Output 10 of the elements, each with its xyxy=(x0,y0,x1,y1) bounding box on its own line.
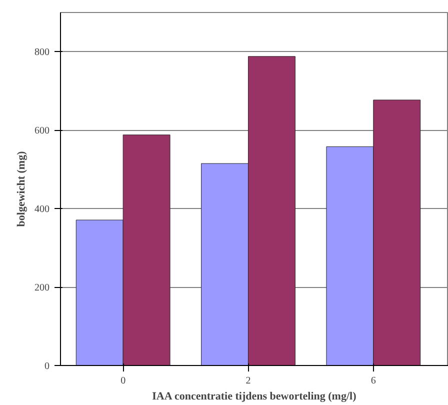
y-axis-title: bolgewicht (mg) xyxy=(16,150,28,227)
y-tick-label: 800 xyxy=(34,47,50,58)
y-tick-label: 0 xyxy=(44,361,50,372)
y-tick-label: 600 xyxy=(34,126,50,137)
x-tick-label: 6 xyxy=(370,376,376,386)
x-tick-label: 0 xyxy=(120,376,126,386)
y-tick-label: 200 xyxy=(34,282,50,294)
x-tick-label: 2 xyxy=(246,376,251,386)
x-axis-title: IAA concentratie tijdens beworteling (mg/l) xyxy=(152,390,357,402)
y-tick-label: 400 xyxy=(34,204,50,216)
